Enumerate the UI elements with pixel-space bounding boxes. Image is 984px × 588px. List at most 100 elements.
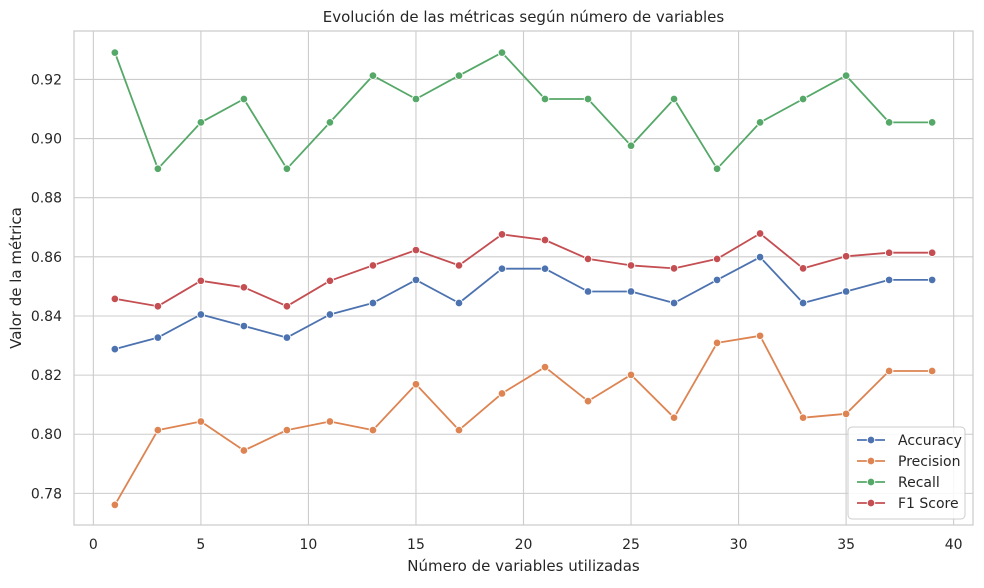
data-point-accuracy xyxy=(927,275,937,285)
data-point-f1-score xyxy=(110,294,120,304)
legend-marker-precision xyxy=(866,456,876,466)
data-point-recall xyxy=(110,48,120,57)
data-point-recall xyxy=(196,118,206,127)
x-tick-label: 25 xyxy=(622,537,640,553)
legend-box xyxy=(847,426,966,520)
y-tick-label: 0.92 xyxy=(31,72,62,88)
x-axis-title: Número de variables utilizadas xyxy=(407,557,640,575)
series-precision xyxy=(110,331,937,510)
data-point-accuracy xyxy=(325,310,335,319)
data-point-accuracy xyxy=(798,298,808,308)
data-point-recall xyxy=(368,71,378,80)
data-point-recall xyxy=(497,48,507,57)
series-line-recall xyxy=(114,51,933,170)
data-point-accuracy xyxy=(282,333,292,342)
data-point-accuracy xyxy=(110,344,120,354)
data-point-accuracy xyxy=(583,287,593,296)
data-point-recall xyxy=(841,71,851,80)
data-point-accuracy xyxy=(669,298,679,308)
x-tick-label: 30 xyxy=(730,537,748,553)
data-point-f1-score xyxy=(411,245,421,255)
data-point-precision xyxy=(583,396,593,406)
data-point-recall xyxy=(583,94,593,104)
data-point-recall xyxy=(669,94,679,104)
data-point-accuracy xyxy=(712,275,722,285)
series-line-precision xyxy=(114,334,933,506)
data-point-recall xyxy=(927,118,937,127)
data-point-precision xyxy=(626,370,636,380)
data-point-f1-score xyxy=(884,248,894,257)
data-point-accuracy xyxy=(239,321,249,331)
data-point-f1-score xyxy=(669,264,679,273)
data-point-f1-score xyxy=(841,252,851,261)
x-tick-label: 20 xyxy=(515,537,533,553)
data-point-f1-score xyxy=(798,264,808,273)
data-point-recall xyxy=(411,94,421,104)
data-point-f1-score xyxy=(626,261,636,270)
data-point-precision xyxy=(411,380,421,389)
legend-label-f1-score: F1 Score xyxy=(898,496,959,512)
data-point-f1-score xyxy=(368,261,378,270)
data-point-precision xyxy=(841,409,851,419)
data-point-precision xyxy=(497,389,507,398)
data-point-recall xyxy=(712,164,722,174)
series-accuracy xyxy=(110,252,937,354)
plot-frame xyxy=(73,30,974,526)
data-point-f1-score xyxy=(239,283,249,292)
x-tick-label: 5 xyxy=(196,537,205,553)
data-point-recall xyxy=(626,141,636,150)
data-point-precision xyxy=(196,417,206,426)
data-point-f1-score xyxy=(497,230,507,239)
data-point-accuracy xyxy=(755,252,765,262)
legend-marker-recall xyxy=(866,477,876,487)
series-layer xyxy=(110,48,937,510)
data-point-f1-score xyxy=(153,301,163,311)
legend-marker-accuracy xyxy=(866,435,876,445)
x-tick-label: 15 xyxy=(407,537,425,553)
data-point-recall xyxy=(884,118,894,127)
data-point-precision xyxy=(368,425,378,435)
data-point-f1-score xyxy=(325,276,335,286)
series-line-accuracy xyxy=(114,256,933,350)
legend-label-recall: Recall xyxy=(898,475,940,491)
data-point-f1-score xyxy=(454,261,464,270)
data-point-precision xyxy=(110,500,120,510)
y-axis-title: Valor de la métrica xyxy=(7,207,25,349)
data-point-precision xyxy=(454,425,464,435)
x-tick-label: 10 xyxy=(300,537,318,553)
series-line-f1-score xyxy=(114,232,933,308)
data-point-recall xyxy=(282,164,292,174)
data-point-accuracy xyxy=(368,298,378,308)
data-point-recall xyxy=(153,164,163,174)
grid-lines xyxy=(74,31,973,525)
data-point-recall xyxy=(755,118,765,127)
y-tick-label: 0.78 xyxy=(31,486,62,502)
series-recall xyxy=(110,48,937,174)
data-point-f1-score xyxy=(540,235,550,245)
legend: Accuracy Precision Recall F1 Score xyxy=(847,426,966,520)
x-tick-label: 40 xyxy=(945,537,963,553)
y-tick-label: 0.84 xyxy=(31,309,62,325)
data-point-accuracy xyxy=(454,298,464,308)
data-point-precision xyxy=(282,425,292,435)
data-point-recall xyxy=(325,118,335,127)
data-point-accuracy xyxy=(884,275,894,285)
data-point-precision xyxy=(884,366,894,376)
data-point-precision xyxy=(712,338,722,348)
data-point-f1-score xyxy=(583,254,593,264)
data-point-recall xyxy=(798,94,808,104)
data-point-recall xyxy=(239,94,249,104)
data-point-precision xyxy=(239,446,249,455)
data-point-precision xyxy=(755,331,765,341)
chart-title: Evolución de las métricas según número d… xyxy=(323,8,725,26)
data-point-accuracy xyxy=(626,287,636,296)
data-point-f1-score xyxy=(927,248,937,257)
x-tick-label: 35 xyxy=(837,537,855,553)
series-f1-score xyxy=(110,229,937,311)
data-point-accuracy xyxy=(153,333,163,342)
data-point-precision xyxy=(927,366,937,376)
data-point-recall xyxy=(454,71,464,80)
data-point-accuracy xyxy=(841,287,851,296)
